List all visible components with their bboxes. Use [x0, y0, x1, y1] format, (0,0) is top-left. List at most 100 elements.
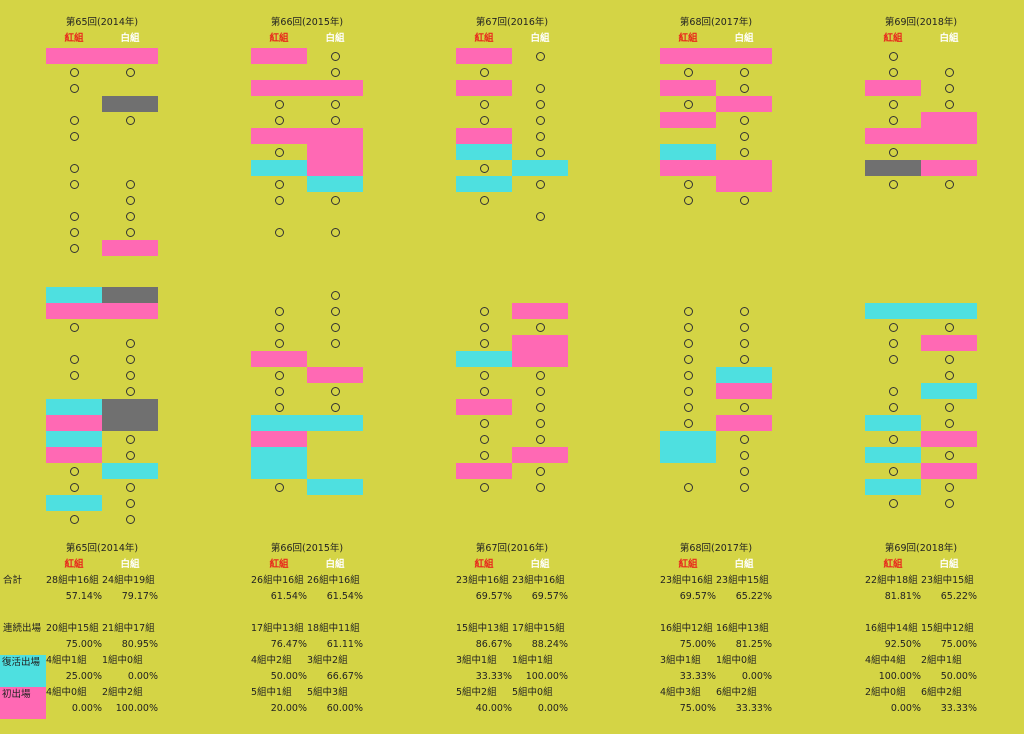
- circle-mark: [69, 466, 79, 476]
- stat-total-white: 23組中16組: [512, 575, 565, 586]
- red-team-label: 紅組: [64, 33, 84, 44]
- cell-lower-7-0: [46, 399, 102, 415]
- circle-mark: [274, 402, 284, 412]
- circle-mark: [125, 370, 135, 380]
- circle-mark: [125, 450, 135, 460]
- stat-total-white: 23組中15組: [716, 575, 769, 586]
- stat-first-red: 4組中3組: [660, 687, 701, 698]
- circle-mark: [69, 370, 79, 380]
- circle-mark: [125, 195, 135, 205]
- stat-cont-red: 17組中13組: [251, 623, 304, 634]
- circle-mark: [535, 131, 545, 141]
- circle-mark: [125, 386, 135, 396]
- circle-mark: [683, 322, 693, 332]
- stat-revive_pct-white: 50.00%: [940, 671, 977, 682]
- cell-lower-1-1: [512, 303, 568, 319]
- circle-mark: [683, 67, 693, 77]
- circle-mark: [739, 338, 749, 348]
- circle-mark: [330, 306, 340, 316]
- circle-mark: [69, 322, 79, 332]
- stat-revive-red: 4組中4組: [865, 655, 906, 666]
- circle-mark: [479, 163, 489, 173]
- circle-mark: [535, 83, 545, 93]
- circle-mark: [888, 498, 898, 508]
- circle-mark: [683, 402, 693, 412]
- circle-mark: [944, 370, 954, 380]
- circle-mark: [944, 354, 954, 364]
- cell-lower-13-0: [46, 495, 102, 511]
- white-team-label: 白組: [325, 33, 345, 44]
- circle-mark: [535, 418, 545, 428]
- circle-mark: [330, 290, 340, 300]
- cell-lower-11-1: [921, 463, 977, 479]
- stat-first_pct-white: 33.33%: [940, 703, 977, 714]
- stat-first_pct-red: 0.00%: [890, 703, 921, 714]
- circle-mark: [683, 370, 693, 380]
- circle-mark: [739, 322, 749, 332]
- cell-lower-9-0: [660, 431, 716, 447]
- circle-mark: [683, 195, 693, 205]
- circle-mark: [330, 227, 340, 237]
- cell-lower-10-0: [46, 447, 102, 463]
- stat-cont-red: 20組中15組: [46, 623, 99, 634]
- circle-mark: [69, 115, 79, 125]
- cell-upper-0-0: [251, 48, 307, 64]
- circle-mark: [125, 67, 135, 77]
- column-title: 第67回(2016年): [475, 17, 549, 28]
- stat-cont_pct-white: 61.11%: [326, 639, 363, 650]
- cell-upper-2-0: [251, 80, 307, 96]
- circle-mark: [479, 67, 489, 77]
- circle-mark: [535, 51, 545, 61]
- cell-upper-5-0: [865, 128, 921, 144]
- cell-upper-7-0: [660, 160, 716, 176]
- stats-red-label: 紅組: [883, 559, 903, 570]
- circle-mark: [944, 418, 954, 428]
- stat-cont-red: 16組中14組: [865, 623, 918, 634]
- circle-mark: [274, 227, 284, 237]
- circle-mark: [479, 195, 489, 205]
- cell-upper-2-1: [307, 80, 363, 96]
- cell-upper-0-0: [46, 48, 102, 64]
- circle-mark: [69, 514, 79, 524]
- stat-total_pct-red: 69.57%: [679, 591, 716, 602]
- circle-mark: [888, 354, 898, 364]
- circle-mark: [944, 179, 954, 189]
- cell-upper-3-1: [102, 96, 158, 112]
- stats-white-label: 白組: [734, 559, 754, 570]
- circle-mark: [274, 338, 284, 348]
- circle-mark: [479, 450, 489, 460]
- row-label-first: 初出場: [2, 689, 31, 700]
- cell-lower-3-1: [921, 335, 977, 351]
- cell-lower-8-0: [251, 415, 307, 431]
- cell-upper-0-0: [660, 48, 716, 64]
- cell-lower-4-0: [251, 351, 307, 367]
- circle-mark: [330, 99, 340, 109]
- stat-total_pct-white: 65.22%: [735, 591, 772, 602]
- circle-mark: [274, 482, 284, 492]
- stat-cont-white: 17組中15組: [512, 623, 565, 634]
- circle-mark: [479, 370, 489, 380]
- cell-lower-1-1: [921, 303, 977, 319]
- circle-mark: [535, 211, 545, 221]
- circle-mark: [944, 99, 954, 109]
- stat-cont_pct-white: 88.24%: [531, 639, 568, 650]
- circle-mark: [739, 115, 749, 125]
- stat-total_pct-red: 69.57%: [475, 591, 512, 602]
- circle-mark: [69, 67, 79, 77]
- cell-upper-12-1: [102, 240, 158, 256]
- circle-mark: [69, 243, 79, 253]
- red-team-label: 紅組: [474, 33, 494, 44]
- stat-first-white: 6組中2組: [921, 687, 962, 698]
- column-title: 第65回(2014年): [65, 17, 139, 28]
- cell-upper-8-1: [716, 176, 772, 192]
- circle-mark: [888, 51, 898, 61]
- cell-upper-6-0: [456, 144, 512, 160]
- cell-upper-3-1: [716, 96, 772, 112]
- cell-upper-5-0: [456, 128, 512, 144]
- cell-lower-7-1: [102, 399, 158, 415]
- cell-upper-7-0: [865, 160, 921, 176]
- stat-cont_pct-red: 76.47%: [270, 639, 307, 650]
- stat-revive-white: 2組中1組: [921, 655, 962, 666]
- row-label-continuous: 連続出場: [3, 623, 42, 634]
- cell-lower-3-1: [512, 335, 568, 351]
